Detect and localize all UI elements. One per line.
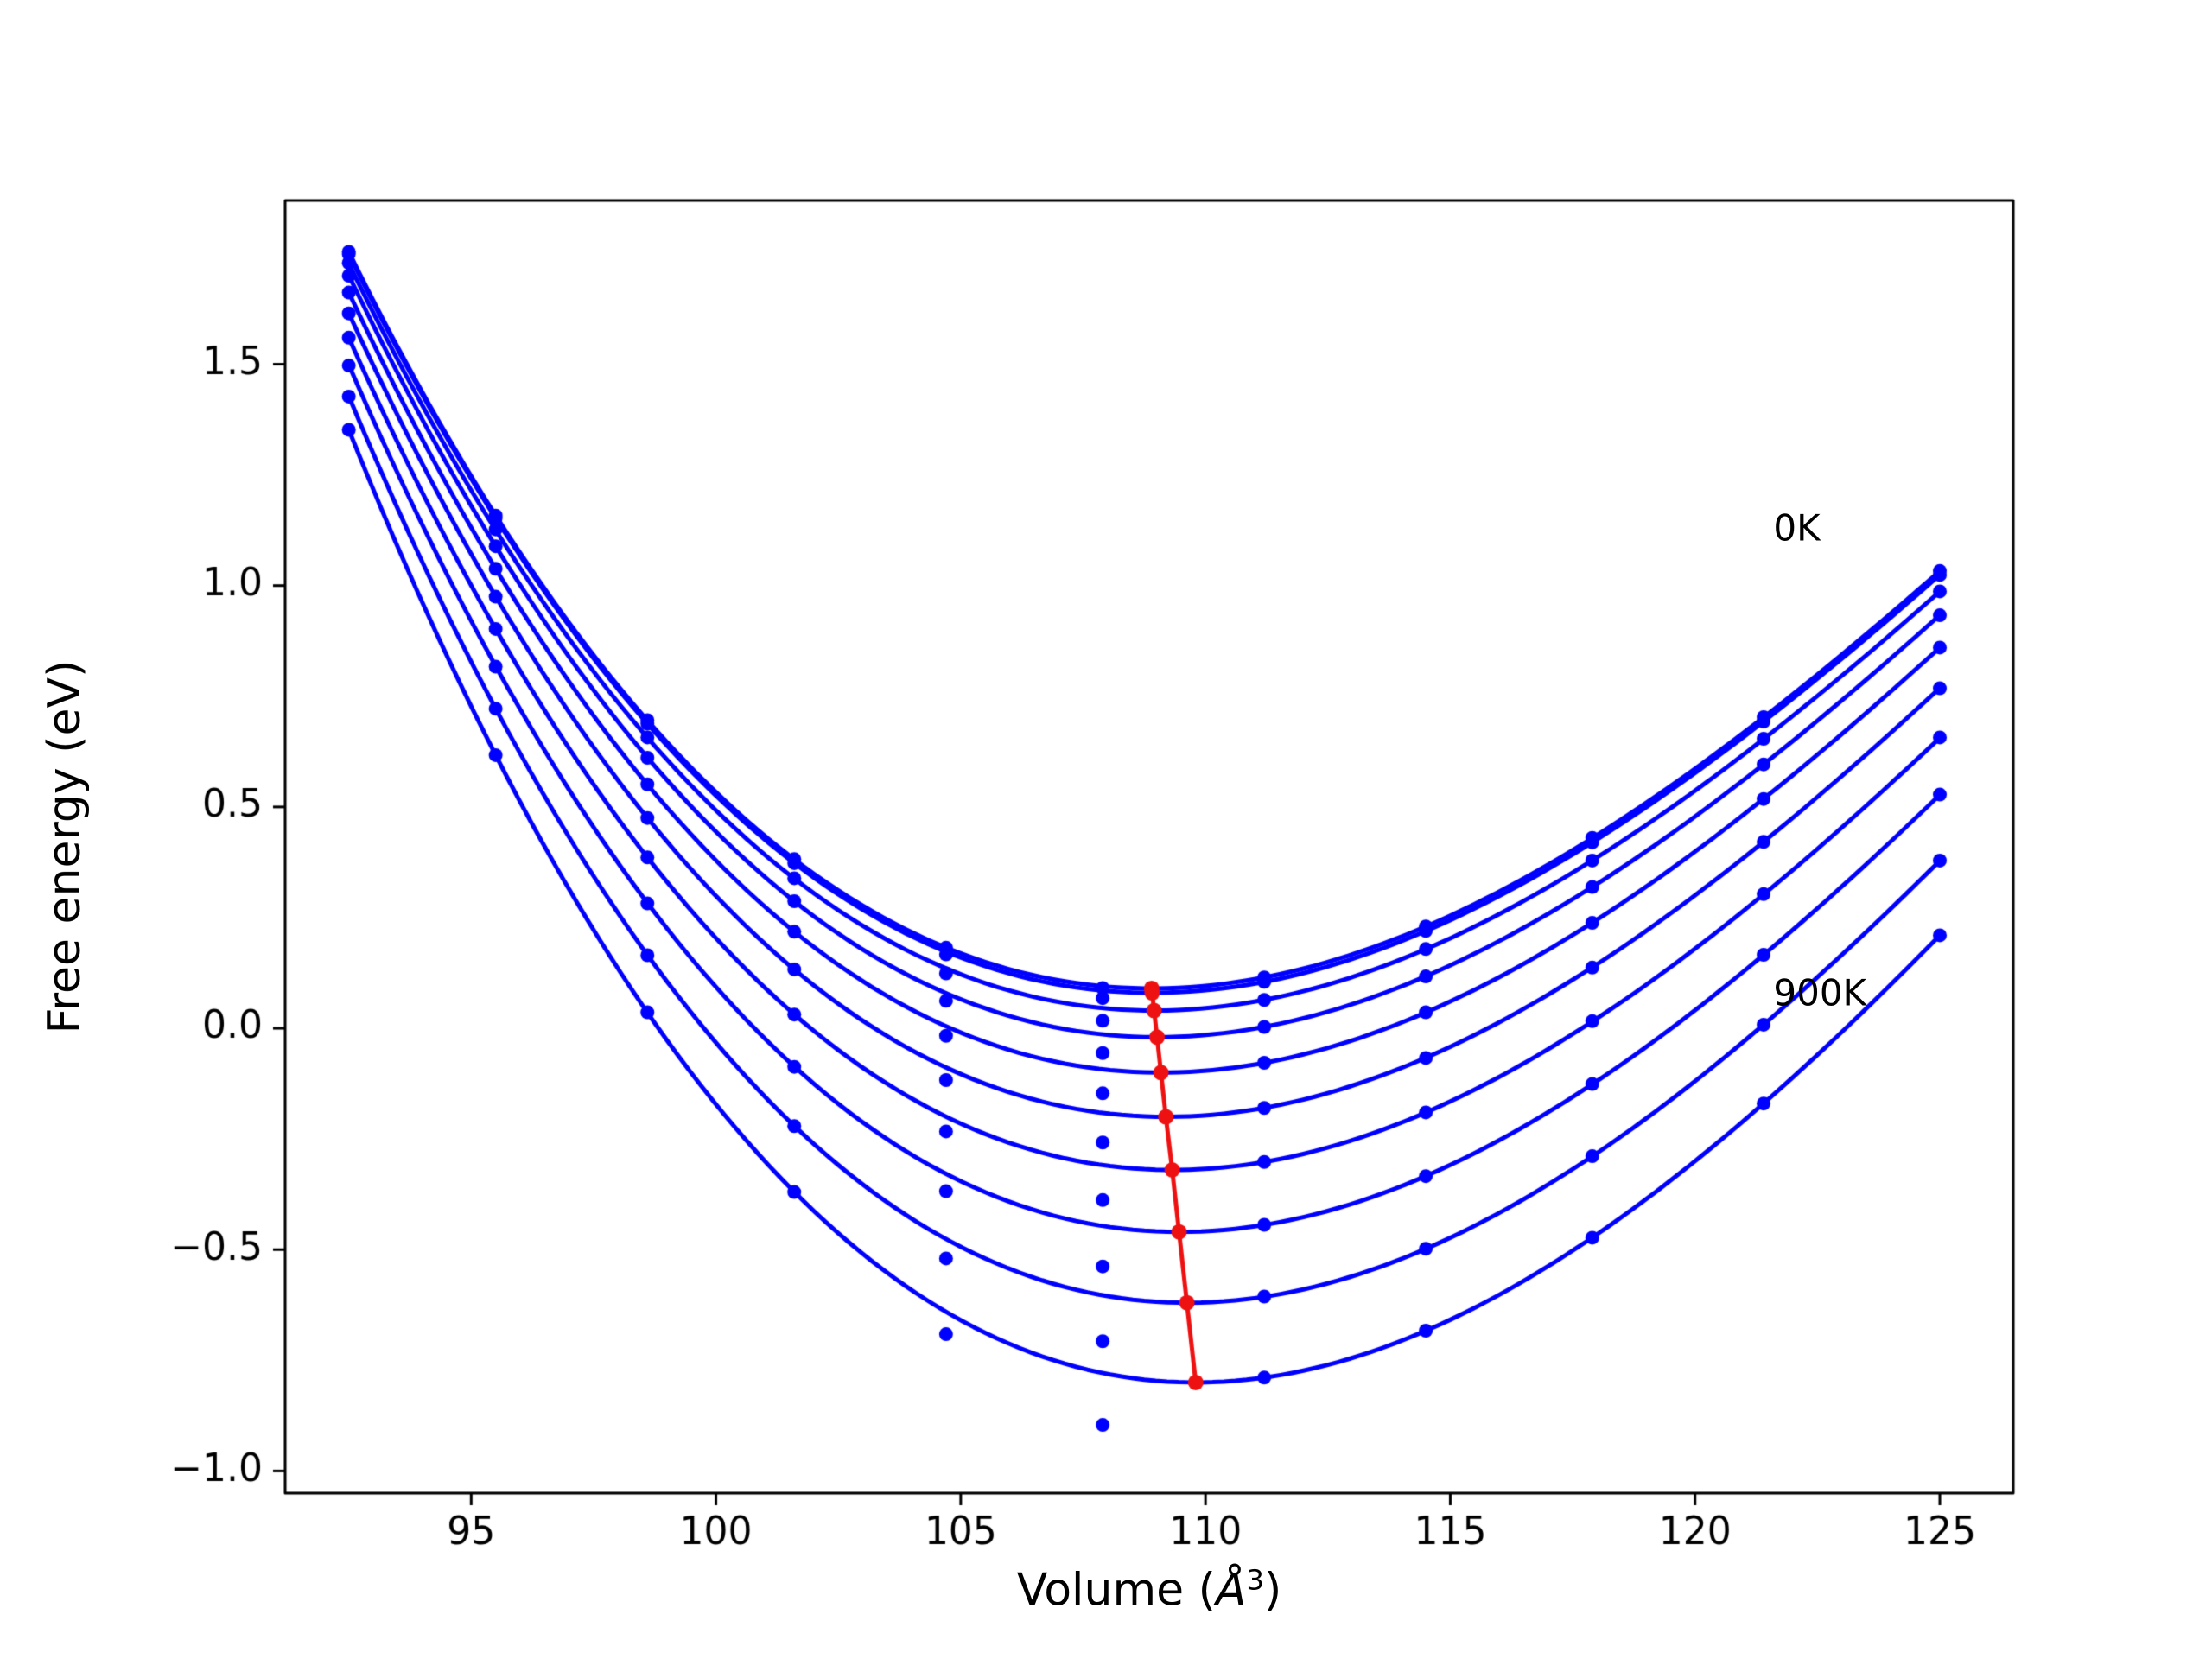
angstrom-symbol: Å	[1215, 1564, 1247, 1617]
y-axis-label: Free energy (eV)	[39, 659, 91, 1034]
annotation-900K: 900K	[1773, 971, 1867, 1014]
superscript-3: 3	[1246, 1563, 1265, 1597]
x-axis-label-text: Volume (	[1016, 1564, 1216, 1617]
annotation-0K: 0K	[1773, 506, 1821, 550]
x-axis-label-close: )	[1264, 1564, 1282, 1617]
x-axis-label: Volume (Å3)	[1017, 1563, 1282, 1616]
